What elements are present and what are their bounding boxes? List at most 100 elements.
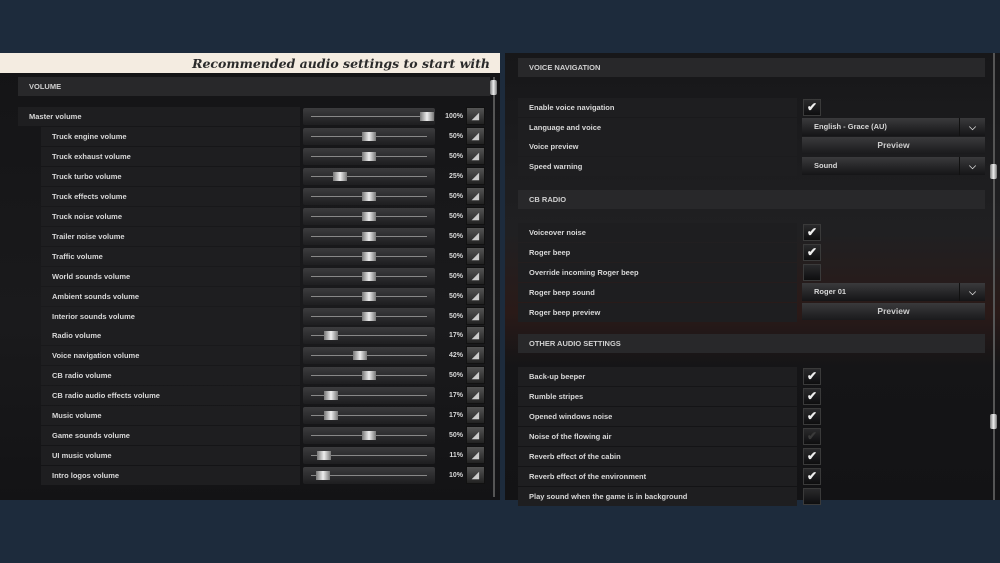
volume-label: CB radio volume <box>41 366 300 386</box>
slider-thumb[interactable] <box>362 371 376 381</box>
volume-value: 50% <box>448 132 463 140</box>
volume-slider[interactable] <box>303 147 435 165</box>
speaker-icon[interactable]: ◢ <box>466 346 485 365</box>
slider-thumb[interactable] <box>362 231 376 241</box>
checkbox[interactable] <box>803 488 821 505</box>
volume-slider[interactable] <box>303 207 435 225</box>
preview-button[interactable]: Preview <box>802 137 985 154</box>
speaker-icon[interactable]: ◢ <box>466 466 485 485</box>
slider-thumb[interactable] <box>323 331 338 341</box>
checkbox[interactable]: ✔ <box>803 388 821 405</box>
slider-thumb[interactable] <box>352 351 367 361</box>
speaker-icon[interactable]: ◢ <box>466 386 485 405</box>
volume-scrollbar[interactable] <box>493 77 495 497</box>
slider-thumb[interactable] <box>362 251 376 261</box>
volume-label: Truck engine volume <box>41 126 300 146</box>
slider-thumb[interactable] <box>362 131 376 141</box>
checkbox[interactable] <box>803 264 821 281</box>
chevron-down-icon[interactable]: ⌵ <box>959 156 985 175</box>
volume-slider[interactable] <box>303 447 435 465</box>
slider-track <box>311 455 427 457</box>
speaker-icon[interactable]: ◢ <box>466 306 485 325</box>
option-label: Opened windows noise <box>518 407 797 426</box>
slider-thumb[interactable] <box>323 391 338 401</box>
dropdown[interactable]: Roger 01 ⌵ <box>802 283 985 301</box>
volume-slider[interactable] <box>303 387 435 405</box>
slider-thumb[interactable] <box>316 451 331 461</box>
slider-thumb[interactable] <box>315 471 330 481</box>
volume-slider[interactable] <box>303 407 435 425</box>
speaker-icon[interactable]: ◢ <box>466 166 485 185</box>
volume-slider[interactable] <box>303 287 435 305</box>
volume-slider[interactable] <box>303 247 435 265</box>
checkbox[interactable]: ✔ <box>803 468 821 485</box>
volume-slider[interactable] <box>303 267 435 285</box>
speaker-icon[interactable]: ◢ <box>466 186 485 205</box>
dropdown[interactable]: English - Grace (AU) ⌵ <box>802 117 985 136</box>
volume-slider[interactable] <box>303 108 435 125</box>
slider-thumb[interactable] <box>362 431 376 441</box>
option-row: Voice preview Preview <box>518 137 985 156</box>
slider-thumb[interactable] <box>362 191 376 201</box>
speaker-icon[interactable]: ◢ <box>466 406 485 425</box>
volume-label: Trailer noise volume <box>41 226 300 246</box>
dropdown[interactable]: Sound ⌵ <box>802 156 985 175</box>
dropdown-value: Roger 01 <box>814 287 847 296</box>
options-scrollbar-thumb[interactable] <box>990 414 997 429</box>
option-label: Back-up beeper <box>518 367 797 386</box>
speaker-icon[interactable]: ◢ <box>466 266 485 285</box>
slider-thumb[interactable] <box>362 211 376 221</box>
chevron-down-icon[interactable]: ⌵ <box>959 283 985 301</box>
volume-slider[interactable] <box>303 327 435 345</box>
speaker-icon[interactable]: ◢ <box>466 206 485 225</box>
checkbox[interactable]: ✔ <box>803 368 821 385</box>
options-scrollbar[interactable] <box>993 53 995 500</box>
slider-thumb[interactable] <box>362 271 376 281</box>
slider-thumb[interactable] <box>420 112 434 121</box>
volume-slider[interactable] <box>303 127 435 145</box>
speaker-icon[interactable]: ◢ <box>466 446 485 465</box>
checkbox[interactable]: ✔ <box>803 408 821 425</box>
speaker-icon[interactable]: ◢ <box>466 126 485 145</box>
slider-thumb[interactable] <box>333 171 347 181</box>
checkbox[interactable]: ✔ <box>803 448 821 465</box>
checkbox[interactable]: ✔ <box>803 244 821 261</box>
speaker-icon[interactable]: ◢ <box>466 426 485 445</box>
option-label: Reverb effect of the cabin <box>518 447 797 466</box>
option-label: Override incoming Roger beep <box>518 263 797 282</box>
speaker-icon[interactable]: ◢ <box>466 246 485 265</box>
checkbox[interactable]: ✔ <box>803 99 821 116</box>
volume-slider[interactable] <box>303 187 435 205</box>
slider-thumb[interactable] <box>362 291 376 301</box>
volume-slider[interactable] <box>303 427 435 445</box>
volume-slider[interactable] <box>303 167 435 185</box>
preview-button[interactable]: Preview <box>802 303 985 320</box>
volume-slider[interactable] <box>303 227 435 245</box>
volume-value: 25% <box>448 172 463 180</box>
slider-thumb[interactable] <box>362 311 376 321</box>
section-header: CB RADIO <box>518 190 985 209</box>
speaker-icon[interactable]: ◢ <box>466 146 485 165</box>
volume-value: 17% <box>448 332 463 340</box>
chevron-down-icon[interactable]: ⌵ <box>959 117 985 136</box>
volume-slider[interactable] <box>303 347 435 365</box>
checkbox[interactable]: ✔ <box>803 224 821 241</box>
volume-label: Interior sounds volume <box>41 306 300 326</box>
volume-row-game-sounds-volume: Game sounds volume 50% ◢ <box>18 426 485 446</box>
speaker-icon[interactable]: ◢ <box>466 107 485 125</box>
speaker-icon[interactable]: ◢ <box>466 226 485 245</box>
slider-thumb[interactable] <box>323 411 338 421</box>
volume-label: Radio volume <box>41 326 300 346</box>
volume-scrollbar-thumb[interactable] <box>490 80 497 95</box>
slider-thumb[interactable] <box>362 151 376 161</box>
speaker-icon[interactable]: ◢ <box>466 286 485 305</box>
option-row: Reverb effect of the environment ✔ <box>518 467 985 486</box>
speaker-icon[interactable]: ◢ <box>466 326 485 345</box>
volume-slider[interactable] <box>303 307 435 325</box>
option-label: Roger beep sound <box>518 283 797 302</box>
options-scrollbar-marker[interactable] <box>990 164 997 179</box>
speaker-icon[interactable]: ◢ <box>466 366 485 385</box>
volume-label: Truck turbo volume <box>41 166 300 186</box>
volume-slider[interactable] <box>303 367 435 385</box>
volume-slider[interactable] <box>303 467 435 485</box>
